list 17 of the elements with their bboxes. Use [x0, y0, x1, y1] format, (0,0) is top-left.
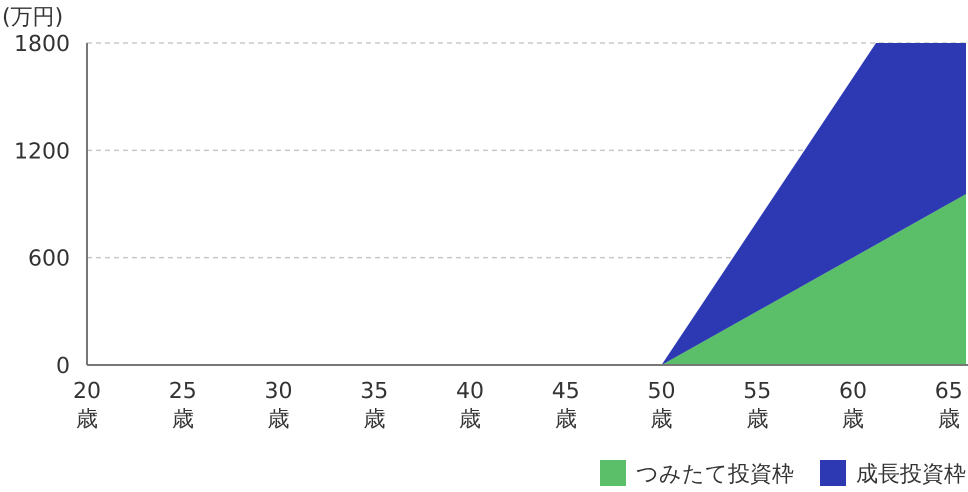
- x-tick-label: 35 歳: [360, 379, 388, 432]
- x-tick-label: 40 歳: [456, 379, 484, 432]
- x-tick-label: 50 歳: [648, 379, 676, 432]
- y-tick-label: 1800: [14, 32, 70, 57]
- legend-label: つみたて投資枠: [636, 462, 794, 487]
- y-axis-title: (万円): [2, 5, 64, 30]
- x-tick-label: 65 歳: [934, 379, 963, 432]
- x-tick-label: 30 歳: [264, 379, 293, 432]
- x-tick-label: 25 歳: [168, 379, 197, 432]
- x-tick-label: 20 歳: [73, 379, 101, 432]
- y-tick-label: 0: [56, 354, 70, 379]
- x-tick-label: 55 歳: [743, 379, 772, 432]
- y-tick-label: 600: [28, 246, 70, 272]
- legend-label: 成長投資枠: [856, 462, 966, 487]
- y-tick-label: 1200: [14, 139, 70, 164]
- x-tick-label: 60 歳: [839, 379, 868, 432]
- x-tick-label: 45 歳: [552, 379, 580, 432]
